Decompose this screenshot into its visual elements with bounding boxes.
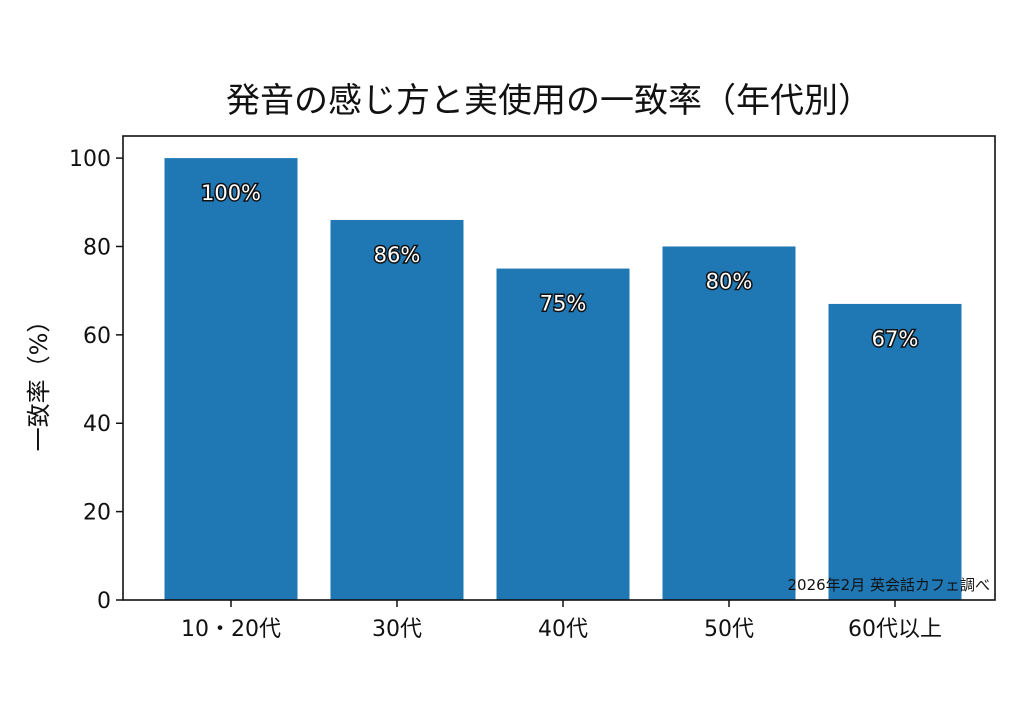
data-label: 80% [706, 269, 753, 293]
bar [662, 246, 796, 600]
x-tick-label: 60代以上 [848, 617, 942, 642]
y-tick-label: 80 [83, 235, 111, 260]
x-tick-label: 50代 [704, 617, 754, 642]
ticks-layer: 10・20代 30代 40代 50代 60代以上 0 20 40 60 80 100 [69, 147, 942, 642]
bar [164, 158, 298, 600]
x-tick-label: 40代 [538, 617, 588, 642]
x-tick-label: 10・20代 [181, 617, 281, 642]
data-label: 100% [201, 181, 261, 205]
plot-frame [122, 135, 996, 601]
chart-title: 発音の感じ方と実使用の一致率（年代別） [226, 81, 872, 121]
bar [496, 268, 630, 600]
y-tick-label: 100 [69, 147, 111, 172]
data-label: 86% [374, 243, 421, 267]
data-label: 67% [872, 327, 919, 351]
y-tick-label: 20 [83, 501, 111, 526]
x-tick-label: 30代 [372, 617, 422, 642]
y-tick-label: 0 [97, 589, 111, 614]
data-labels-layer: 100% 86% 75% 80% 67% [199, 180, 919, 353]
y-tick-label: 60 [83, 324, 111, 349]
y-tick-label: 40 [83, 412, 111, 437]
bar [828, 303, 962, 600]
bars-layer [164, 158, 962, 600]
data-label: 75% [540, 292, 587, 316]
y-axis-label: 一致率（%） [25, 309, 53, 452]
bar [330, 219, 464, 600]
source-annotation: 2026年2月 英会話カフェ調べ [788, 576, 991, 594]
